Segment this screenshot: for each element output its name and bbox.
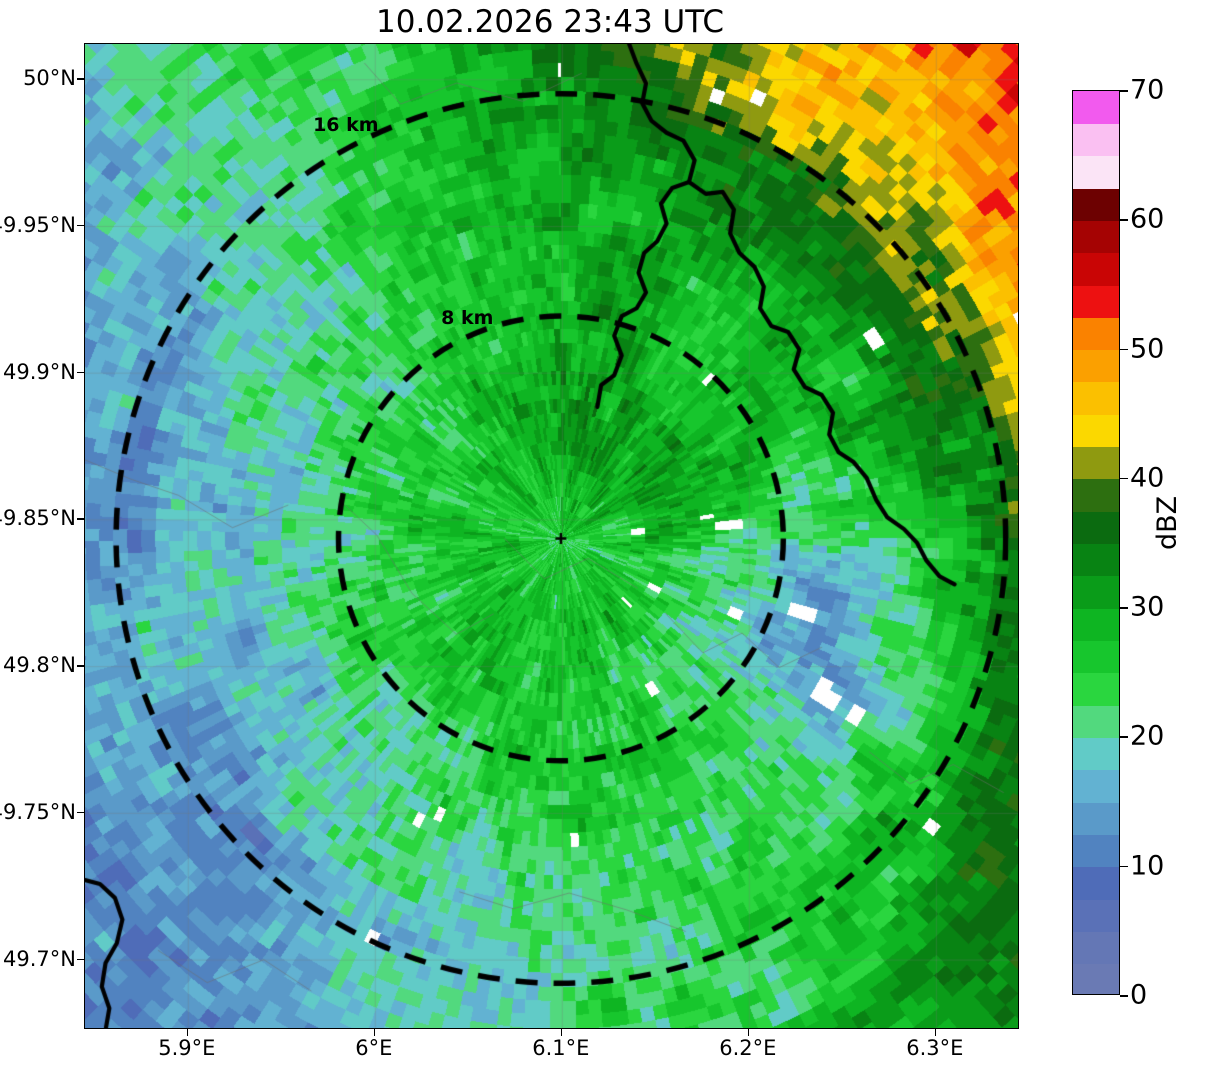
x-tick-label: 6.3°E xyxy=(906,1036,964,1060)
colorbar-tick-label: 40 xyxy=(1130,462,1165,494)
range-ring-label: 8 km xyxy=(441,307,494,330)
colorbar-band xyxy=(1073,963,1119,994)
colorbar-band xyxy=(1073,899,1119,932)
x-tick-label: 5.9°E xyxy=(158,1036,216,1060)
colorbar-band xyxy=(1073,349,1119,383)
colorbar-axis-label: dBZ xyxy=(1152,495,1183,550)
colorbar-tick-label: 0 xyxy=(1130,979,1148,1011)
radar-map-axes[interactable] xyxy=(84,43,1019,1029)
colorbar-band xyxy=(1073,220,1119,254)
colorbar-band xyxy=(1073,123,1119,157)
y-tick-label: 49.95°N xyxy=(0,212,76,237)
colorbar-band xyxy=(1073,414,1119,448)
colorbar-tick-label: 10 xyxy=(1130,850,1165,882)
colorbar-tick-mark xyxy=(1120,607,1128,609)
colorbar-tick-mark xyxy=(1120,995,1128,997)
y-tick-mark xyxy=(77,518,84,520)
x-tick-label: 6.1°E xyxy=(532,1036,590,1060)
colorbar-band xyxy=(1073,187,1119,221)
colorbar-tick-label: 50 xyxy=(1130,333,1165,365)
colorbar-band xyxy=(1073,672,1119,706)
y-tick-label: 49.85°N xyxy=(0,506,76,531)
colorbar-band xyxy=(1073,640,1119,674)
colorbar-band xyxy=(1073,317,1119,351)
colorbar-tick-label: 60 xyxy=(1130,203,1165,235)
x-tick-mark xyxy=(934,1029,937,1036)
colorbar-tick-label: 70 xyxy=(1130,74,1165,106)
colorbar-band xyxy=(1073,834,1119,868)
x-tick-mark xyxy=(373,1029,376,1036)
colorbar-band xyxy=(1073,91,1119,124)
colorbar-band xyxy=(1073,478,1119,512)
x-tick-mark xyxy=(560,1029,563,1036)
y-tick-mark xyxy=(77,958,84,961)
y-tick-label: 49.7°N xyxy=(3,946,76,971)
colorbar-band xyxy=(1073,575,1119,609)
y-tick-mark xyxy=(77,665,84,667)
y-tick-mark xyxy=(77,78,84,80)
colorbar[interactable] xyxy=(1072,90,1120,995)
colorbar-band xyxy=(1073,155,1119,189)
colorbar-band xyxy=(1073,769,1119,803)
colorbar-tick-mark xyxy=(1120,348,1128,351)
page-title: 10.02.2026 23:43 UTC xyxy=(376,4,724,40)
colorbar-band xyxy=(1073,381,1119,415)
colorbar-band xyxy=(1073,608,1119,642)
y-tick-mark xyxy=(77,811,84,814)
colorbar-band xyxy=(1073,446,1119,480)
colorbar-tick-label: 30 xyxy=(1130,591,1165,623)
colorbar-band xyxy=(1073,866,1119,900)
colorbar-band xyxy=(1073,543,1119,577)
x-tick-mark xyxy=(747,1029,750,1036)
y-tick-label: 49.9°N xyxy=(3,359,76,384)
colorbar-tick-mark xyxy=(1120,736,1128,739)
y-tick-label: 50°N xyxy=(23,66,76,91)
x-tick-mark xyxy=(186,1029,189,1036)
colorbar-tick-mark xyxy=(1120,865,1128,868)
colorbar-band xyxy=(1073,737,1119,771)
range-ring-label: 16 km xyxy=(313,113,379,136)
x-tick-label: 6°E xyxy=(355,1036,393,1060)
colorbar-tick-label: 20 xyxy=(1130,720,1165,752)
x-tick-label: 6.2°E xyxy=(719,1036,777,1060)
y-tick-mark xyxy=(77,224,84,227)
colorbar-band xyxy=(1073,802,1119,835)
colorbar-band xyxy=(1073,705,1119,738)
colorbar-tick-mark xyxy=(1120,219,1128,221)
colorbar-band xyxy=(1073,931,1119,965)
map-overlay-layer xyxy=(85,44,1018,1028)
colorbar-tick-mark xyxy=(1120,90,1128,92)
colorbar-tick-mark xyxy=(1120,477,1128,480)
y-tick-label: 49.75°N xyxy=(0,799,76,824)
y-tick-mark xyxy=(77,371,84,374)
colorbar-band xyxy=(1073,252,1119,286)
y-tick-label: 49.8°N xyxy=(3,653,76,678)
colorbar-band xyxy=(1073,284,1119,318)
colorbar-band xyxy=(1073,511,1119,545)
